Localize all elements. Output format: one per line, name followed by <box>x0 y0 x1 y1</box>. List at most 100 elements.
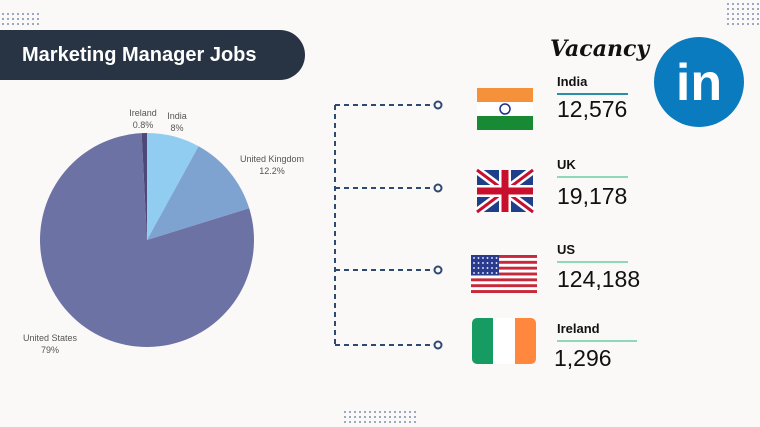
dot <box>732 23 734 25</box>
pie-slice <box>147 133 199 240</box>
dot <box>2 18 4 20</box>
stripe <box>471 266 537 270</box>
stripe <box>471 260 537 264</box>
dot <box>359 416 361 418</box>
country-name: India <box>557 74 588 89</box>
dot <box>374 416 376 418</box>
dot <box>757 3 759 5</box>
flag-india <box>477 88 533 130</box>
dot <box>727 3 729 5</box>
dot <box>344 411 346 413</box>
dot <box>727 23 729 25</box>
dot <box>7 18 9 20</box>
dot <box>37 23 39 25</box>
dot <box>394 411 396 413</box>
dot <box>379 421 381 423</box>
star <box>477 272 480 274</box>
dot <box>17 18 19 20</box>
dot <box>747 3 749 5</box>
dot <box>727 8 729 10</box>
dot <box>369 411 371 413</box>
dot <box>32 18 34 20</box>
dot <box>732 18 734 20</box>
dot <box>737 3 739 5</box>
dot <box>379 411 381 413</box>
dot <box>2 13 4 15</box>
country-name: US <box>557 242 575 257</box>
dot <box>17 13 19 15</box>
star <box>473 257 475 259</box>
dot <box>752 18 754 20</box>
stripe <box>471 255 537 258</box>
dot <box>727 13 729 15</box>
star <box>491 257 493 259</box>
dot <box>399 421 401 423</box>
logo-circle <box>654 37 744 127</box>
dot <box>737 23 739 25</box>
dot <box>32 13 34 15</box>
dot <box>399 411 401 413</box>
dot <box>364 411 366 413</box>
dot <box>414 421 416 423</box>
dot <box>409 411 411 413</box>
slice-label: Ireland <box>129 108 157 118</box>
dot <box>384 416 386 418</box>
dot <box>414 411 416 413</box>
star <box>495 262 498 264</box>
header-band <box>0 30 305 80</box>
pie-slice <box>147 146 250 240</box>
canton <box>471 255 499 276</box>
connector-dots <box>433 100 443 350</box>
star <box>482 257 484 259</box>
dot <box>404 411 406 413</box>
slice-label: United States <box>23 333 78 343</box>
star <box>482 262 484 264</box>
dot <box>27 23 29 25</box>
dot <box>364 416 366 418</box>
country-name: UK <box>557 157 576 172</box>
dot <box>389 421 391 423</box>
star <box>482 272 484 274</box>
dot <box>727 18 729 20</box>
dot <box>732 8 734 10</box>
dot <box>37 13 39 15</box>
decor-dots <box>2 3 759 423</box>
flag-uk <box>474 166 536 216</box>
dot <box>384 411 386 413</box>
header-title: Marketing Manager Jobs <box>22 44 257 66</box>
dot <box>742 3 744 5</box>
dot <box>37 18 39 20</box>
dot <box>394 416 396 418</box>
logo-text: in <box>676 54 722 112</box>
dot <box>394 421 396 423</box>
dot <box>22 23 24 25</box>
dot <box>752 3 754 5</box>
vacancy-count: 1,296 <box>554 345 612 371</box>
dot <box>32 23 34 25</box>
dot <box>27 13 29 15</box>
dot <box>747 8 749 10</box>
dot <box>12 18 14 20</box>
dot <box>757 13 759 15</box>
dot <box>742 13 744 15</box>
dot <box>757 23 759 25</box>
dot <box>354 411 356 413</box>
dot <box>369 416 371 418</box>
flag-ireland <box>472 318 536 364</box>
dot <box>349 421 351 423</box>
dot <box>374 411 376 413</box>
dot <box>404 416 406 418</box>
star <box>482 267 484 269</box>
dot <box>379 416 381 418</box>
dot <box>747 23 749 25</box>
slice-label: India <box>167 111 187 121</box>
dot <box>389 416 391 418</box>
pie-slice <box>141 133 147 240</box>
dot <box>384 421 386 423</box>
star <box>473 262 475 264</box>
vacancy-count: 19,178 <box>557 183 627 209</box>
dot <box>22 18 24 20</box>
flag-us <box>471 255 537 293</box>
connectors <box>334 104 433 346</box>
